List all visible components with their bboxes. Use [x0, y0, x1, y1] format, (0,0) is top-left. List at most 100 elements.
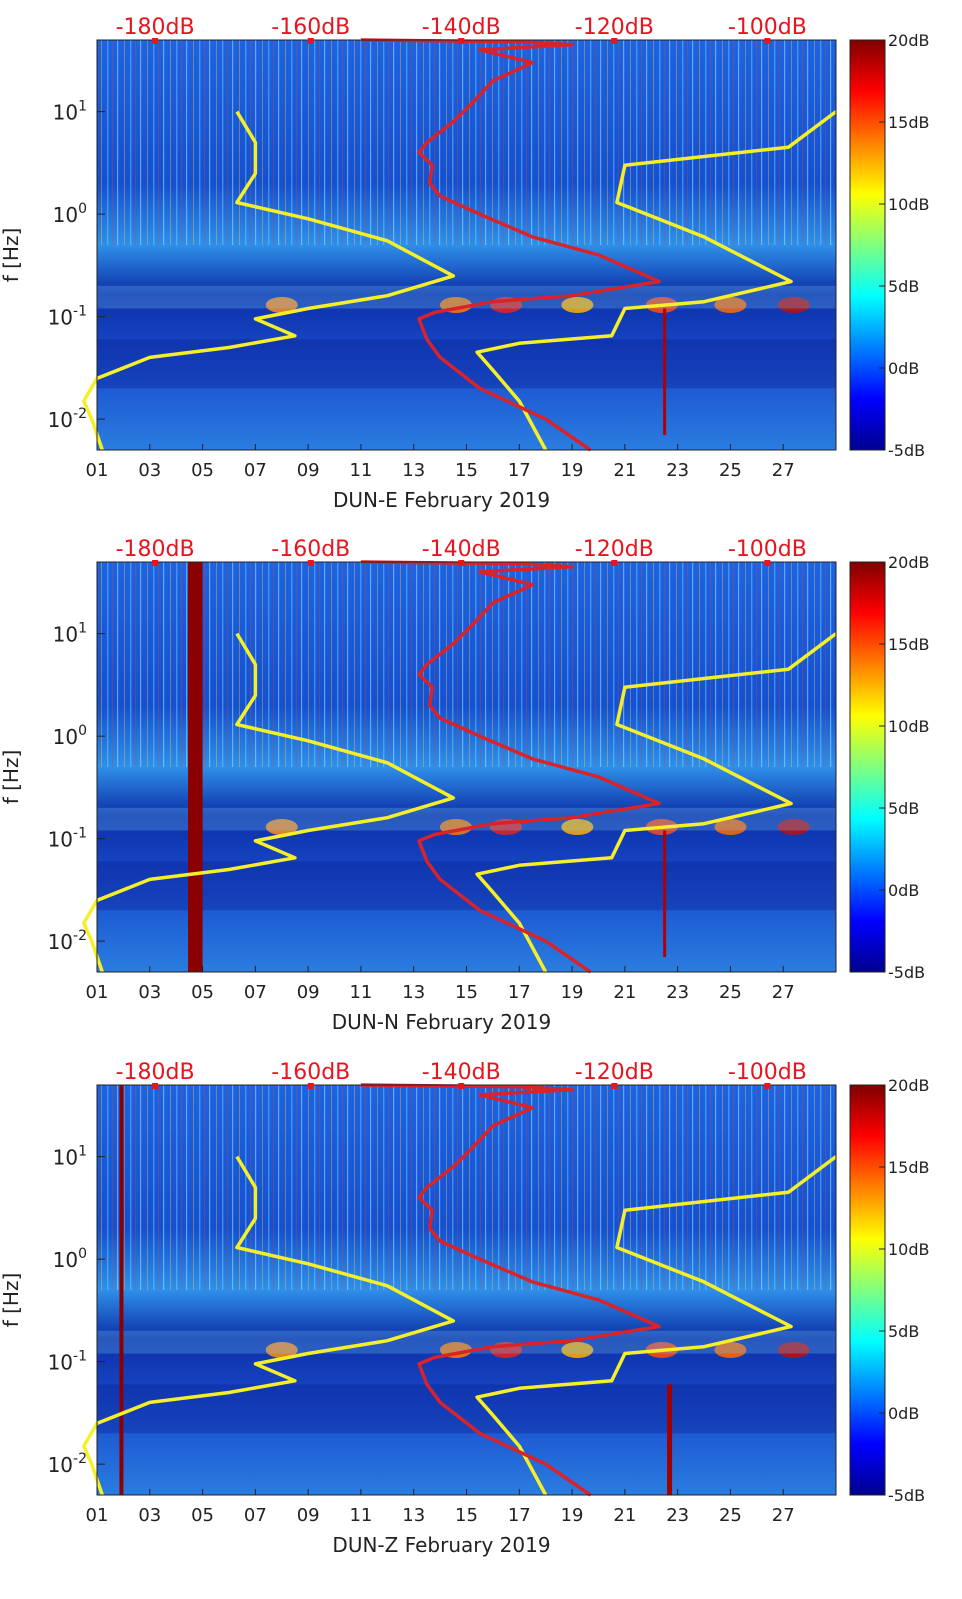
- y-tick-label: 100: [53, 201, 87, 227]
- top-axis-db-label: -100dB: [728, 1060, 807, 1085]
- microseism-peak: [714, 296, 747, 313]
- spectrogram-panel-dun-z: 01 03 05 07 09 11 13 15 17 19 21 23 25 27 DUN-Z Februa…: [0, 1060, 930, 1557]
- top-axis-db-label: -180dB: [116, 1060, 195, 1085]
- top-axis-db-label: -160dB: [271, 1060, 350, 1085]
- top-axis-tick: [152, 560, 159, 566]
- x-tick-label: 19: [561, 460, 584, 481]
- x-tick-label: 21: [613, 460, 636, 481]
- microseism-peak: [714, 1341, 747, 1358]
- x-tick-label: 11: [349, 460, 372, 481]
- top-axis-tick: [611, 560, 618, 566]
- colorbar-label: 10dB: [888, 1240, 930, 1259]
- y-tick-label: 10-2: [48, 406, 87, 432]
- x-tick-label: 17: [508, 1505, 531, 1526]
- colorbar-label: 5dB: [888, 277, 919, 296]
- x-tick-label: 23: [666, 1505, 689, 1526]
- psd-median-line: [360, 1083, 661, 1497]
- spectrogram-panel-dun-e: 01 03 05 07 09 11 13 15 17 19 21 23 25 27 DUN-E Februa…: [0, 15, 930, 512]
- colorbar-label: 10dB: [888, 717, 930, 736]
- microseism-peak: [714, 818, 747, 835]
- x-tick-label: 25: [719, 1505, 742, 1526]
- colorbar-label: 20dB: [888, 31, 930, 50]
- x-tick-label: 17: [508, 460, 531, 481]
- x-tick-label: 01: [86, 1505, 109, 1526]
- top-axis-db-label: -160dB: [271, 15, 350, 40]
- x-tick-label: 03: [138, 1505, 161, 1526]
- x-tick-label: 03: [138, 460, 161, 481]
- y-tick-label: 10-1: [48, 826, 87, 852]
- microseism-peak: [777, 296, 810, 313]
- colorbar-label: 0dB: [888, 359, 919, 378]
- top-axis-db-label: -140dB: [422, 1060, 501, 1085]
- top-axis-tick: [307, 38, 314, 44]
- colorbar: [849, 561, 886, 973]
- top-axis-db-label: -180dB: [116, 15, 195, 40]
- data-gap-band: [188, 562, 203, 972]
- spectrogram-transients: [97, 562, 836, 767]
- y-tick-label: 101: [53, 1144, 87, 1170]
- x-tick-label: 01: [86, 982, 109, 1003]
- colorbar-label: -5dB: [888, 1486, 925, 1505]
- high-noise-model-line: [475, 110, 838, 451]
- colorbar-label: -5dB: [888, 963, 925, 982]
- x-tick-label: 07: [244, 460, 267, 481]
- event-line: [667, 1384, 673, 1495]
- top-axis-tick: [458, 560, 465, 566]
- x-tick-label: 11: [349, 982, 372, 1003]
- colorbar-label: 20dB: [888, 553, 930, 572]
- colorbar-label: -5dB: [888, 441, 925, 460]
- y-tick-label: 101: [53, 621, 87, 647]
- colorbar: [849, 39, 886, 451]
- top-axis-tick: [458, 1083, 465, 1089]
- x-tick-label: 07: [244, 1505, 267, 1526]
- top-axis-tick: [764, 560, 771, 566]
- microseism-peak: [561, 818, 594, 835]
- top-axis-db-label: -120dB: [575, 15, 654, 40]
- top-axis-db-label: -120dB: [575, 1060, 654, 1085]
- top-axis-db-label: -140dB: [422, 15, 501, 40]
- x-tick-label: 05: [191, 460, 214, 481]
- y-tick-label: 100: [53, 723, 87, 749]
- high-noise-model-line: [475, 1155, 838, 1496]
- x-tick-label: 05: [191, 1505, 214, 1526]
- y-axis-label: f [Hz]: [0, 228, 23, 283]
- x-axis-label: DUN-E February 2019: [333, 488, 550, 512]
- x-tick-label: 11: [349, 1505, 372, 1526]
- x-tick-label: 25: [719, 460, 742, 481]
- event-line: [663, 830, 667, 958]
- y-tick-label: 10-2: [48, 928, 87, 954]
- spectrogram-transients: [97, 1085, 836, 1290]
- y-tick-label: 10-1: [48, 304, 87, 330]
- x-tick-label: 13: [402, 982, 425, 1003]
- top-axis-tick: [307, 560, 314, 566]
- top-axis-db-label: -180dB: [116, 537, 195, 562]
- colorbar: [849, 1084, 886, 1496]
- low-frequency-band: [97, 861, 836, 911]
- x-tick-label: 19: [561, 982, 584, 1003]
- microseism-peak: [777, 1341, 810, 1358]
- x-tick-label: 01: [86, 460, 109, 481]
- y-axis-label: f [Hz]: [0, 1273, 23, 1328]
- colorbar-label: 15dB: [888, 635, 930, 654]
- x-tick-label: 21: [613, 982, 636, 1003]
- microseism-peak: [265, 818, 298, 835]
- top-axis-db-label: -100dB: [728, 15, 807, 40]
- microseism-band: [97, 285, 836, 309]
- x-tick-label: 13: [402, 1505, 425, 1526]
- microseism-band: [97, 1330, 836, 1354]
- x-tick-label: 25: [719, 982, 742, 1003]
- high-noise-model-line: [475, 632, 838, 973]
- top-axis-tick: [152, 1083, 159, 1089]
- x-tick-label: 15: [455, 1505, 478, 1526]
- low-frequency-band: [97, 339, 836, 389]
- x-tick-label: 23: [666, 460, 689, 481]
- top-axis-tick: [764, 38, 771, 44]
- colorbar-label: 5dB: [888, 1322, 919, 1341]
- top-axis-db-label: -140dB: [422, 537, 501, 562]
- microseism-peak: [265, 296, 298, 313]
- low-frequency-band: [97, 1384, 836, 1434]
- x-tick-label: 07: [244, 982, 267, 1003]
- top-axis-tick: [764, 1083, 771, 1089]
- x-axis-label: DUN-Z February 2019: [332, 1533, 550, 1557]
